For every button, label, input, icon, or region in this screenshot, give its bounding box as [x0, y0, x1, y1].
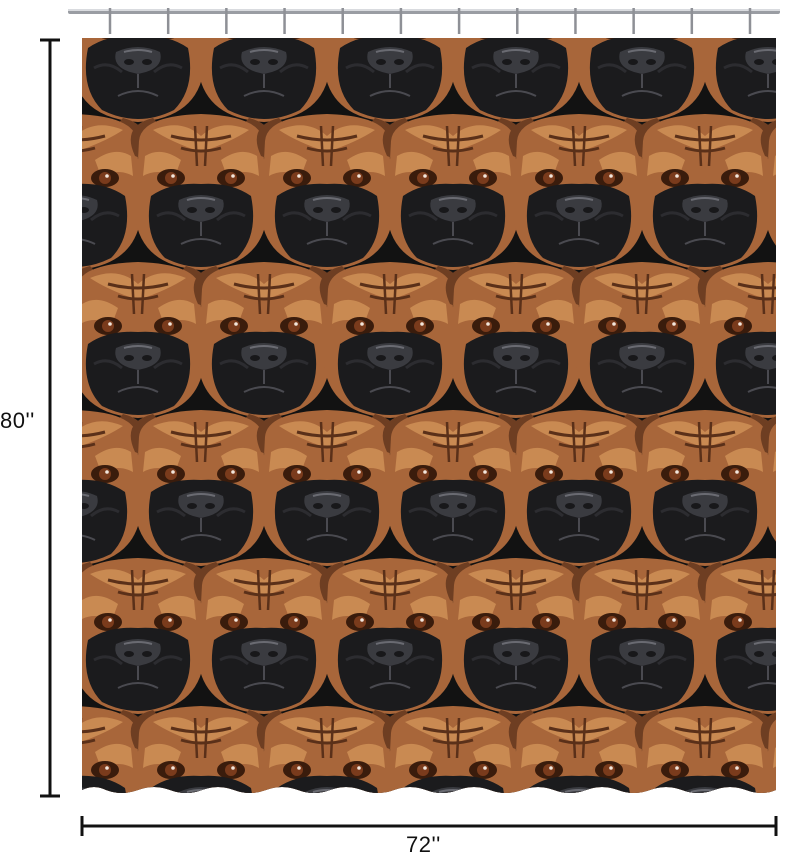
boxer-dog-face	[570, 556, 714, 716]
boxer-dog-face	[444, 260, 588, 420]
shower-curtain-pattern	[82, 38, 776, 793]
height-label: 80''	[0, 408, 35, 433]
boxer-dog-face	[381, 704, 525, 793]
boxer-dog-face	[507, 112, 651, 272]
boxer-dog-face	[507, 408, 651, 568]
boxer-dog-face	[192, 260, 336, 420]
boxer-dog-face	[381, 112, 525, 272]
boxer-dog-face	[129, 704, 273, 793]
width-label: 72''	[406, 832, 441, 857]
boxer-dog-face	[318, 260, 462, 420]
boxer-dog-face	[255, 704, 399, 793]
boxer-dog-face	[444, 556, 588, 716]
boxer-dog-face	[633, 704, 776, 793]
height-dimension-line	[40, 38, 60, 798]
curtain-rod	[68, 9, 780, 14]
width-dimension-line	[80, 816, 778, 836]
boxer-dog-face	[82, 556, 210, 716]
boxer-dog-face	[507, 704, 651, 793]
boxer-dog-face	[570, 260, 714, 420]
boxer-dog-face	[129, 408, 273, 568]
boxer-dog-face	[82, 260, 210, 420]
boxer-dog-face	[633, 112, 776, 272]
boxer-dog-face	[318, 556, 462, 716]
boxer-dog-face	[255, 408, 399, 568]
boxer-dog-face	[129, 112, 273, 272]
boxer-dog-face	[192, 556, 336, 716]
boxer-dog-face	[633, 408, 776, 568]
boxer-dog-face	[381, 408, 525, 568]
boxer-dog-face	[255, 112, 399, 272]
